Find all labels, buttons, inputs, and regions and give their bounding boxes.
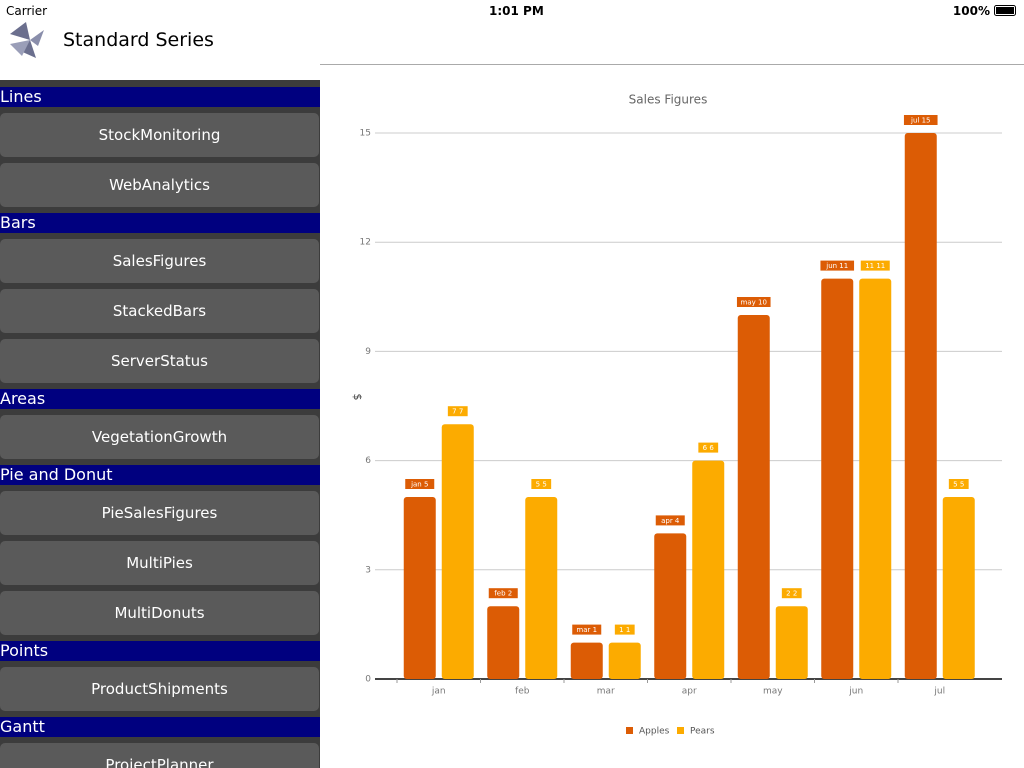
menu-button[interactable]: VegetationGrowth — [0, 415, 319, 459]
value-label: 2 2 — [786, 590, 797, 598]
bar — [487, 606, 520, 679]
chart-title: Sales Figures — [629, 93, 708, 107]
menu-button[interactable]: ServerStatus — [0, 339, 319, 383]
value-label-bg — [698, 442, 719, 453]
menu-button[interactable]: StockMonitoring — [0, 113, 319, 157]
legend-label: Pears — [690, 727, 715, 737]
menu-button[interactable]: MultiDonuts — [0, 591, 319, 635]
section-header: Points — [0, 641, 320, 661]
menu-button[interactable]: ProductShipments — [0, 667, 319, 711]
legend-swatch — [677, 727, 684, 734]
y-tick-label: 6 — [365, 456, 371, 466]
bar — [608, 642, 641, 679]
carrier: Carrier — [6, 4, 48, 18]
value-label-bg — [488, 588, 518, 599]
value-label: 1 1 — [619, 626, 630, 634]
sidebar: Lines StockMonitoring WebAnalytics Bars Sale… — [0, 80, 320, 768]
header: Standard Series — [0, 20, 320, 80]
value-label-bg — [655, 515, 685, 526]
divider — [320, 64, 1024, 65]
value-label: mar 1 — [576, 626, 597, 634]
value-label: jun 11 — [825, 262, 848, 270]
value-label-bg — [531, 479, 552, 489]
bar — [441, 424, 474, 679]
legend-swatch — [626, 727, 633, 734]
legend-label: Apples — [639, 727, 670, 737]
value-label-bg — [948, 479, 969, 489]
battery-icon — [994, 5, 1016, 16]
y-tick-label: 0 — [365, 675, 371, 685]
bar — [859, 278, 892, 679]
menu-button[interactable]: ProjectPlanner — [0, 743, 319, 768]
status-bar: Carrier 1:01 PM 100% — [0, 0, 1024, 20]
logo — [10, 22, 44, 58]
section-header: Lines — [0, 87, 320, 107]
x-tick-label: jan — [431, 687, 446, 697]
bar — [737, 315, 770, 679]
bar — [654, 533, 687, 679]
x-tick-label: may — [763, 687, 783, 697]
bar — [570, 642, 603, 679]
value-label-bg — [903, 115, 938, 125]
y-tick-label: 15 — [360, 129, 371, 139]
value-label-bg — [572, 624, 602, 635]
value-label: 6 6 — [703, 444, 715, 452]
header-title: Standard Series — [63, 29, 214, 51]
section-header: Bars — [0, 213, 320, 233]
section-header: Areas — [0, 389, 320, 409]
value-label-bg — [820, 260, 855, 271]
menu-button[interactable]: PieSalesFigures — [0, 491, 319, 535]
x-tick-label: feb — [515, 687, 530, 697]
bar — [403, 497, 436, 679]
value-label: 5 5 — [536, 481, 547, 489]
x-tick-label: mar — [597, 687, 615, 697]
value-label: jan 5 — [410, 481, 428, 489]
x-tick-label: jun — [848, 687, 863, 697]
menu-button[interactable]: MultiPies — [0, 541, 319, 585]
value-label: 7 7 — [452, 408, 463, 416]
value-label-bg — [614, 624, 635, 635]
value-label-bg — [736, 297, 771, 307]
section-header: Pie and Donut — [0, 465, 320, 485]
y-axis-label: $ — [351, 394, 364, 401]
bar — [525, 497, 558, 679]
bar — [775, 606, 808, 679]
value-label-bg — [447, 406, 468, 417]
bar — [942, 497, 975, 679]
value-label: 11 11 — [865, 262, 885, 270]
menu-button[interactable]: WebAnalytics — [0, 163, 319, 207]
x-tick-label: apr — [682, 687, 697, 697]
value-label: feb 2 — [494, 590, 512, 598]
bar — [904, 133, 937, 679]
y-tick-label: 3 — [365, 565, 371, 575]
menu-button[interactable]: SalesFigures — [0, 239, 319, 283]
section-header: Gantt — [0, 717, 320, 737]
x-tick-label: jul — [933, 687, 945, 697]
value-label: apr 4 — [661, 517, 680, 525]
value-label-bg — [860, 260, 890, 271]
value-label-bg — [781, 588, 802, 599]
y-tick-label: 9 — [365, 347, 371, 357]
bar — [821, 278, 854, 679]
battery: 100% — [952, 4, 990, 18]
y-tick-label: 12 — [360, 238, 371, 248]
bar — [692, 460, 725, 679]
menu-button[interactable]: StackedBars — [0, 289, 319, 333]
value-label: jul 15 — [910, 117, 930, 125]
value-label-bg — [405, 479, 435, 489]
value-label: may 10 — [741, 299, 767, 307]
value-label: 5 5 — [953, 481, 964, 489]
clock: 1:01 PM — [489, 4, 544, 18]
